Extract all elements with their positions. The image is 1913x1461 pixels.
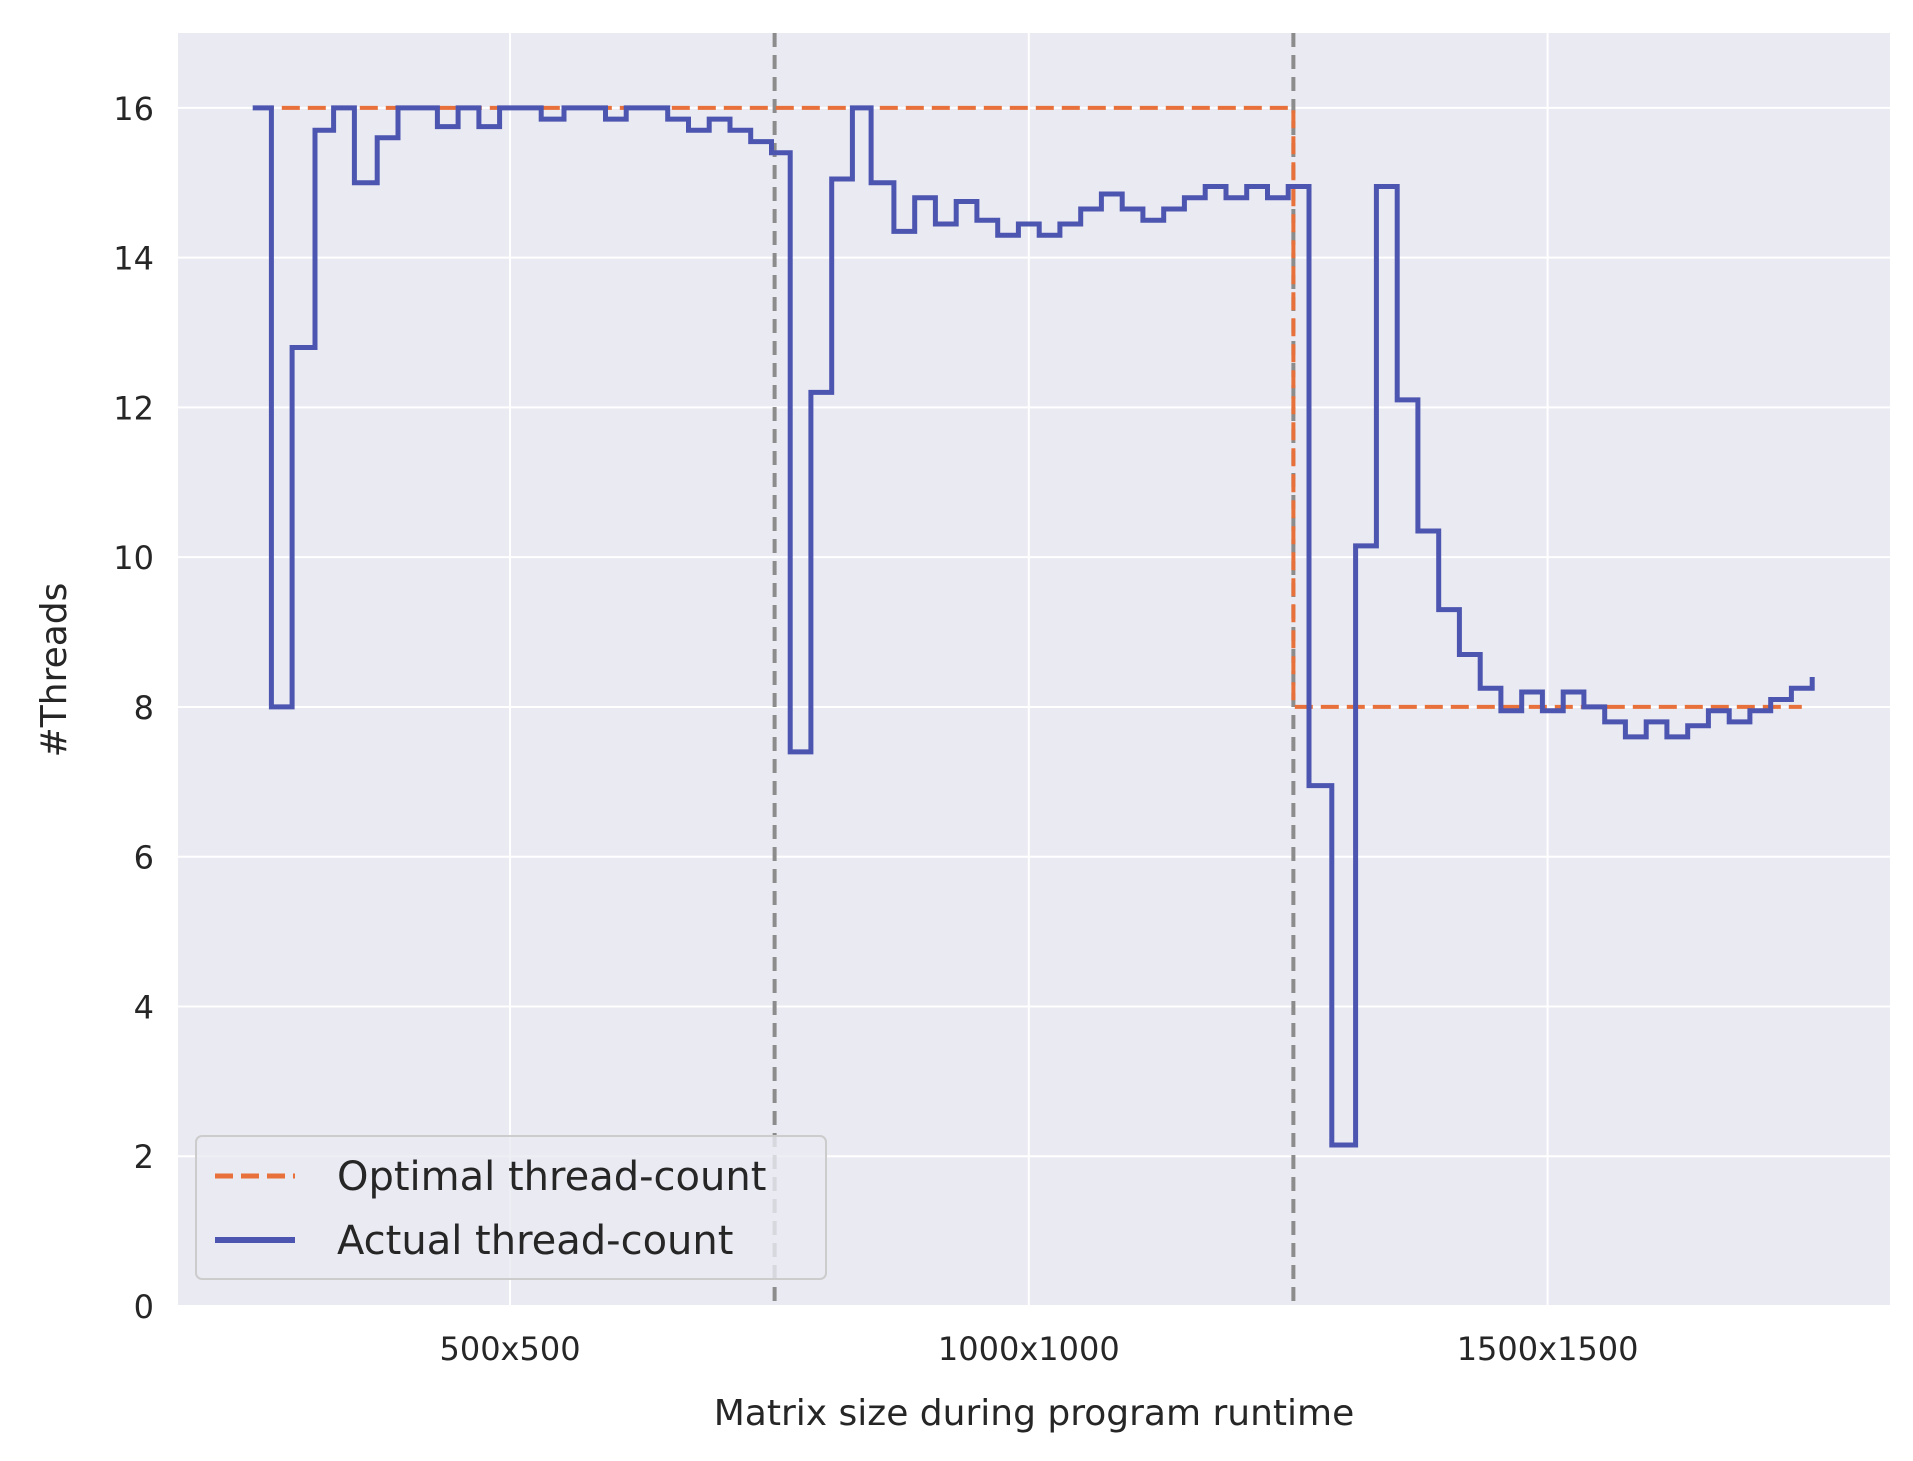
y-tick-label: 4 — [134, 988, 154, 1026]
actual-thread-count-line — [252, 105, 1815, 1148]
y-tick-label: 2 — [134, 1138, 154, 1176]
y-tick-label: 14 — [113, 240, 154, 278]
legend-label-optimal: Optimal thread-count — [337, 1154, 766, 1200]
y-tick-label: 0 — [134, 1288, 154, 1326]
y-tick-label: 6 — [134, 839, 154, 877]
optimal-thread-count-line — [255, 105, 1802, 709]
legend-label-actual: Actual thread-count — [337, 1218, 733, 1264]
phase-divider-lines — [772, 33, 1296, 1306]
y-tick-label: 16 — [113, 90, 154, 128]
y-axis-label: #Threads — [34, 583, 75, 758]
x-tick-label: 1500x1500 — [1457, 1330, 1639, 1368]
series-lines — [252, 105, 1815, 1148]
x-tick-label: 500x500 — [439, 1330, 580, 1368]
y-tick-labels: 0 2 4 6 8 10 12 14 16 — [113, 90, 154, 1326]
y-tick-label: 12 — [113, 389, 154, 427]
x-tick-label: 1000x1000 — [938, 1330, 1120, 1368]
y-tick-label: 8 — [134, 689, 154, 727]
x-axis-label: Matrix size during program runtime — [714, 1393, 1355, 1434]
x-tick-labels: 500x500 1000x1000 1500x1500 — [439, 1330, 1638, 1368]
plot-area — [178, 33, 1890, 1306]
y-tick-label: 10 — [113, 539, 154, 577]
legend-box — [195, 1135, 827, 1280]
legend: Optimal thread-count Actual thread-count — [195, 1135, 827, 1280]
